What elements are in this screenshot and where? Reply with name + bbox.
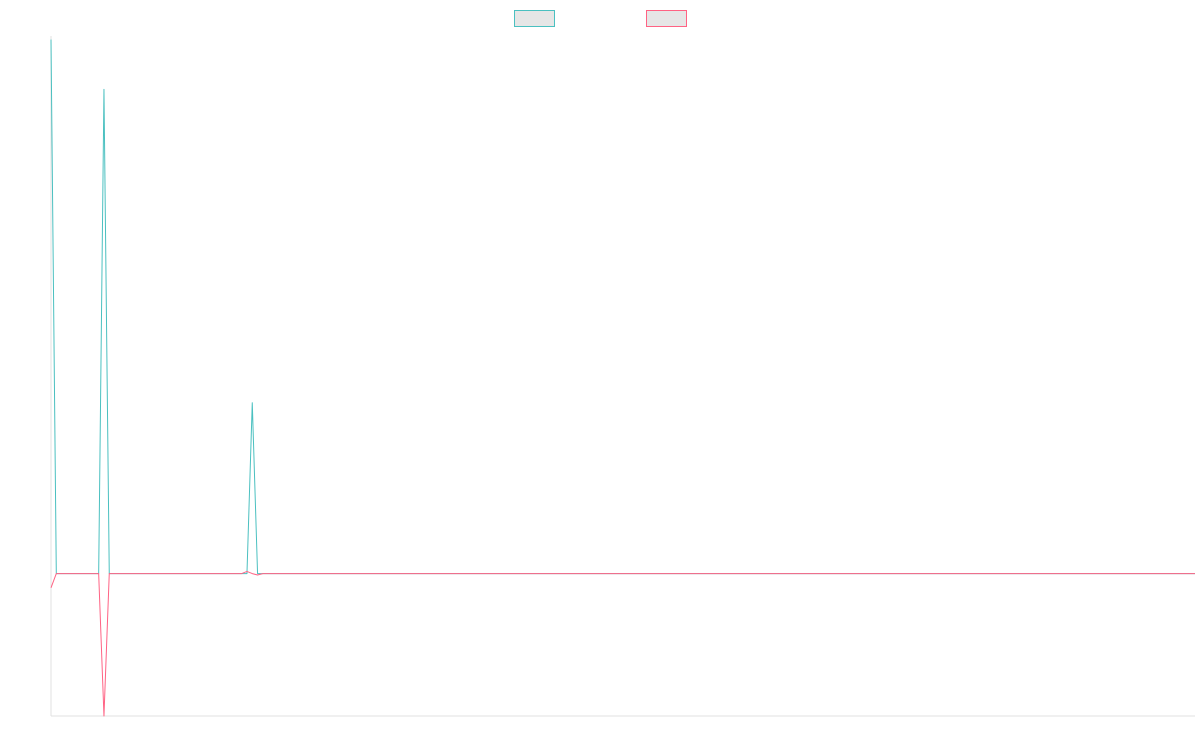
legend-swatch-1[interactable] <box>514 10 555 27</box>
legend-swatch-2[interactable] <box>646 10 687 27</box>
series-lines <box>50 39 1195 717</box>
axes <box>50 36 1195 717</box>
series-line-2 <box>50 570 1195 717</box>
series-line-1 <box>50 39 1195 575</box>
legend <box>514 10 687 27</box>
